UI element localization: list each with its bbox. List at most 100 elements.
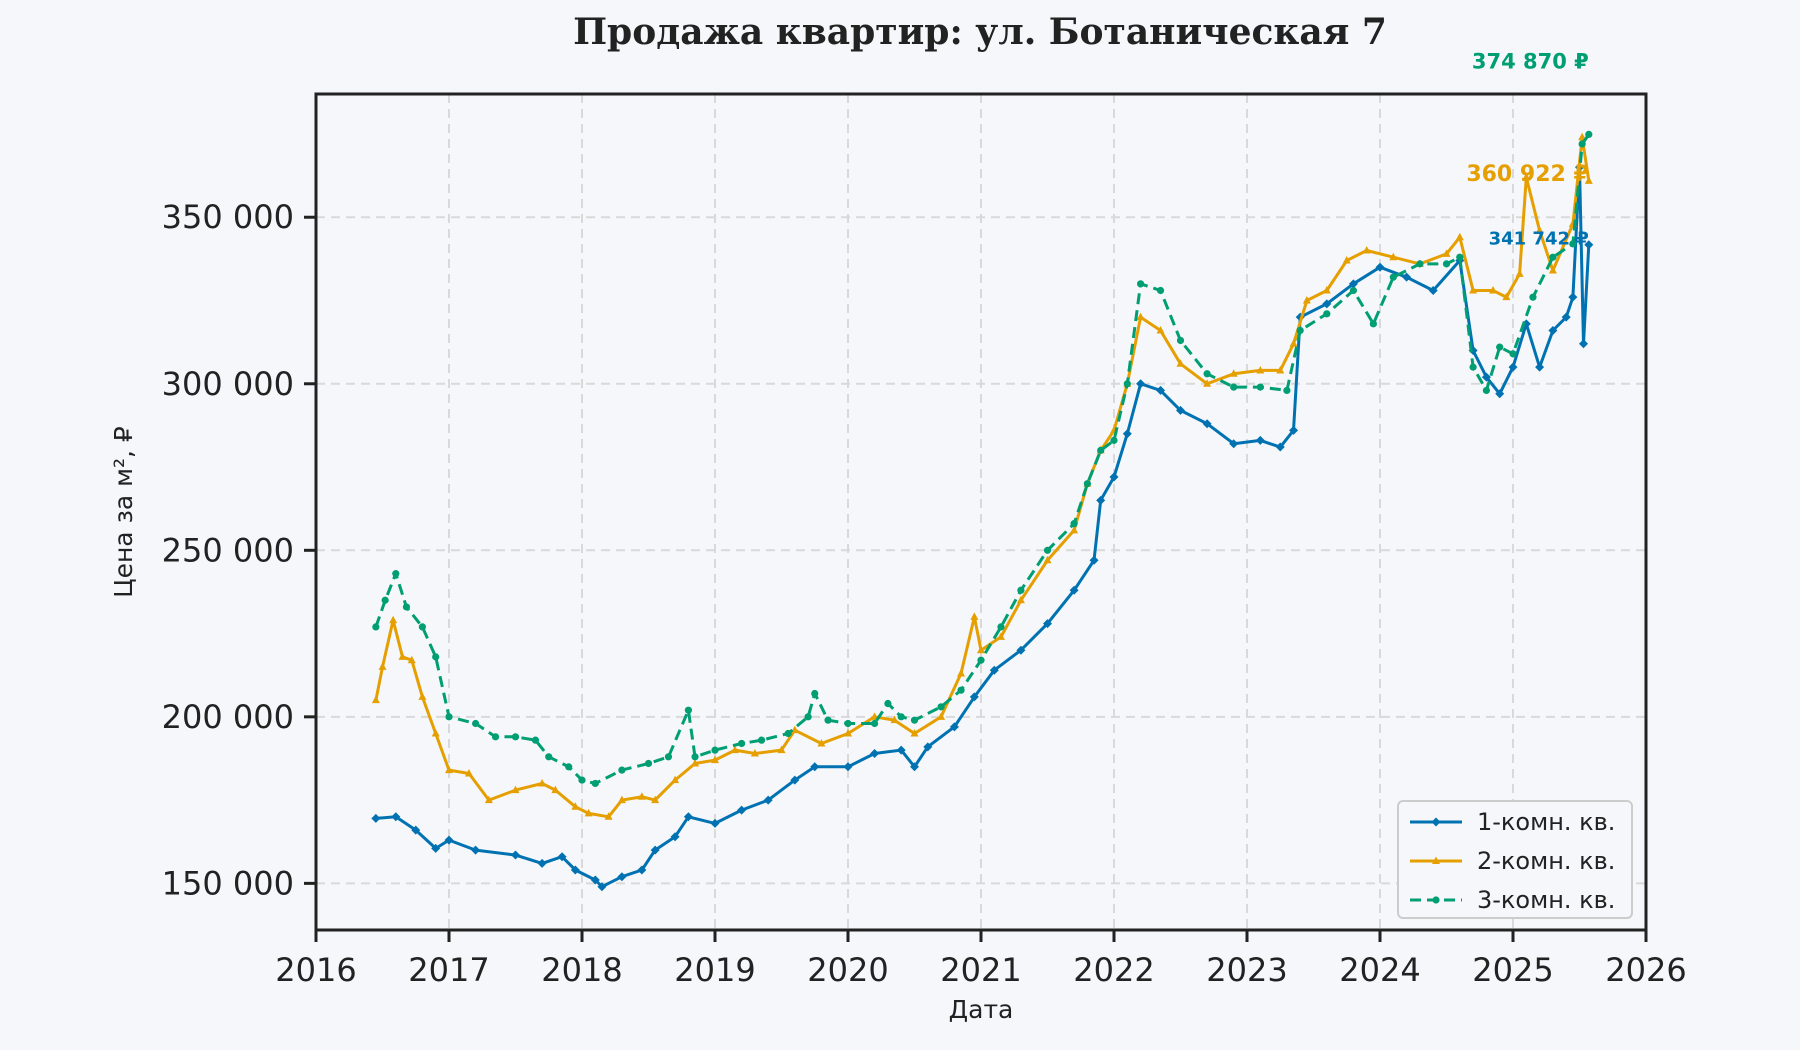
end-value-label: 374 870 ₽	[1472, 49, 1589, 73]
data-point	[691, 753, 699, 761]
data-point	[1584, 240, 1594, 250]
data-point	[1515, 269, 1524, 277]
data-point	[590, 875, 600, 885]
chart-title: Продажа квартир: ул. Ботаническая 7	[573, 11, 1387, 53]
data-point	[597, 882, 607, 892]
end-value-label: 360 922 ₽	[1466, 162, 1588, 187]
data-point	[431, 728, 440, 737]
data-point	[389, 615, 398, 624]
y-tick-label: 250 000	[162, 531, 294, 569]
data-point	[432, 653, 440, 661]
x-tick-label: 2024	[1339, 951, 1420, 989]
data-point	[1549, 253, 1557, 261]
x-tick-label: 2025	[1472, 951, 1553, 989]
data-point	[843, 762, 853, 772]
data-point	[1349, 286, 1357, 295]
data-point	[1156, 385, 1166, 395]
data-point	[1203, 379, 1212, 387]
data-point	[371, 813, 381, 823]
data-point	[997, 623, 1005, 631]
data-point	[565, 763, 573, 771]
data-point	[557, 852, 567, 862]
data-point	[844, 719, 852, 728]
data-point	[1442, 260, 1451, 268]
data-point	[844, 728, 852, 737]
data-point	[1569, 240, 1577, 248]
data-point	[1256, 365, 1265, 374]
data-point	[1083, 480, 1091, 488]
x-tick-label: 2022	[1073, 951, 1154, 989]
x-tick-label: 2020	[807, 951, 888, 989]
data-point	[1585, 130, 1593, 139]
legend-label: 2-комн. кв.	[1477, 847, 1615, 875]
data-point	[1176, 336, 1185, 345]
data-point	[671, 775, 680, 784]
data-point	[969, 692, 979, 702]
data-point	[617, 795, 626, 804]
y-axis-label: Цена за м², ₽	[109, 426, 138, 598]
data-point	[604, 812, 613, 820]
data-point	[637, 865, 647, 875]
x-tick-label: 2021	[940, 951, 1021, 989]
data-point	[1176, 405, 1185, 415]
y-tick-label: 200 000	[162, 698, 294, 736]
data-point	[804, 713, 812, 721]
series-3	[372, 130, 1593, 788]
data-point	[1561, 312, 1571, 322]
data-point	[372, 623, 380, 631]
data-point	[810, 762, 820, 772]
data-point	[431, 843, 441, 853]
data-point	[381, 596, 389, 604]
data-point	[937, 712, 946, 720]
series-1	[371, 162, 1594, 892]
legend: 1-комн. кв. 2-комн. кв. 3-комн. кв.	[1397, 800, 1633, 919]
series-line	[375, 165, 1591, 889]
data-point	[910, 728, 919, 737]
data-point	[1522, 172, 1531, 181]
data-point	[418, 623, 426, 631]
data-point	[644, 759, 653, 768]
data-point	[1302, 296, 1311, 304]
data-point	[870, 748, 880, 758]
data-point	[464, 768, 473, 777]
data-point	[1535, 362, 1545, 372]
data-point	[1229, 439, 1239, 449]
data-point	[670, 832, 680, 842]
data-point	[378, 662, 387, 670]
data-point	[407, 655, 416, 664]
data-point	[1416, 260, 1424, 268]
data-point	[738, 739, 746, 748]
data-point	[411, 825, 421, 835]
data-point	[1348, 279, 1358, 289]
data-point	[1275, 442, 1285, 452]
grid	[316, 94, 1646, 930]
data-point	[790, 775, 800, 785]
data-point	[910, 716, 919, 724]
data-point	[1123, 380, 1131, 388]
data-point	[1296, 326, 1304, 335]
data-point	[1202, 419, 1212, 429]
data-point	[551, 785, 560, 794]
data-point	[957, 669, 966, 677]
data-point	[923, 742, 933, 752]
data-point	[398, 652, 407, 660]
data-point	[1548, 266, 1557, 274]
data-point	[571, 802, 580, 810]
plot-frame	[314, 92, 1648, 932]
x-tick-label: 2023	[1206, 951, 1287, 989]
data-point	[1156, 325, 1165, 334]
data-point	[1203, 370, 1211, 378]
data-point	[1489, 286, 1498, 294]
x-tick-label: 2016	[275, 951, 356, 989]
data-point	[511, 785, 520, 794]
data-point	[1578, 140, 1586, 148]
legend-marker	[1431, 817, 1441, 827]
data-point	[1289, 425, 1299, 435]
data-point	[650, 845, 660, 855]
data-point	[1496, 343, 1504, 351]
data-point	[1069, 585, 1079, 595]
data-point	[1043, 619, 1052, 629]
legend-marker	[1432, 896, 1440, 904]
legend-marker	[1432, 856, 1440, 864]
data-point	[730, 745, 739, 754]
